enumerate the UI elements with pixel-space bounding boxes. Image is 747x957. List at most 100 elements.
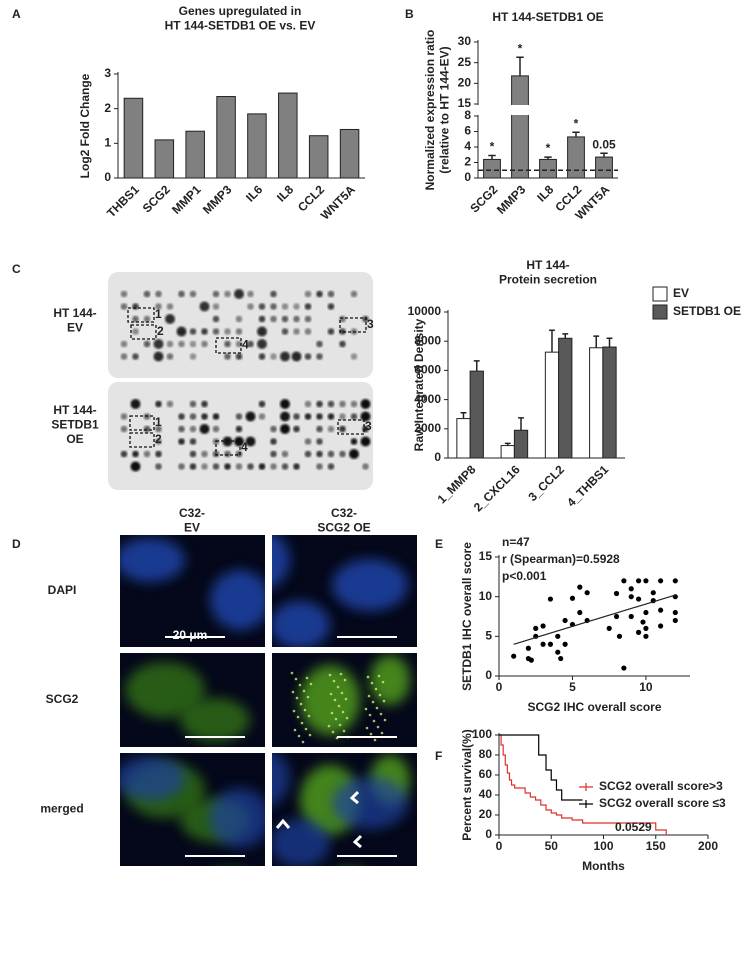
blot-row-label: HT 144-EV	[53, 306, 96, 334]
bar	[185, 130, 205, 179]
y-tick-label: 6000	[414, 363, 441, 377]
blot-spot	[189, 328, 197, 335]
blot-spot	[258, 463, 266, 470]
micrograph	[272, 535, 417, 647]
x-tick-label: 150	[646, 839, 666, 853]
granule	[309, 682, 313, 686]
point	[643, 633, 649, 639]
blot-spot	[155, 450, 162, 458]
point	[635, 578, 642, 584]
error-bar	[504, 442, 511, 446]
blot-spot	[280, 351, 290, 362]
blot-spot	[201, 463, 208, 470]
spot-label: 3	[365, 419, 372, 433]
bar	[278, 92, 298, 179]
blot-spot	[316, 463, 323, 470]
blot-spot	[350, 400, 358, 408]
error-bar	[600, 152, 608, 158]
granule	[302, 689, 306, 693]
point	[658, 578, 664, 584]
granule	[301, 740, 305, 744]
granule	[294, 677, 298, 681]
survival-line	[499, 734, 667, 835]
blot-spot	[224, 463, 231, 470]
blot-spot	[327, 290, 335, 298]
y-tick-label: 0	[104, 170, 111, 184]
blot-spot	[360, 436, 371, 447]
y-axis-label: SETDB1 IHC overall score	[460, 542, 474, 691]
blot-row-label: HT 144-SETDB1 OE	[51, 403, 99, 446]
point	[621, 578, 627, 584]
blot-spot	[280, 399, 290, 409]
annotation: r (Spearman)=0.5928	[502, 552, 620, 566]
blot-spot	[316, 425, 323, 433]
granule	[338, 723, 342, 727]
blot-spot	[270, 315, 277, 323]
blot-spot	[189, 353, 197, 360]
blot-spot	[166, 353, 174, 360]
bar	[469, 370, 484, 459]
blot-spot	[258, 315, 266, 323]
nucleus	[272, 819, 330, 866]
blot-spot	[143, 450, 151, 458]
blot-spot	[132, 303, 139, 310]
blot-spot	[327, 303, 335, 310]
blot-spot	[132, 450, 139, 458]
point	[628, 586, 634, 592]
y-tick-label: 2000	[414, 421, 441, 435]
error-bar	[460, 411, 467, 419]
micro-column-label: C32-SCG2 OE	[317, 506, 370, 534]
annotation: p<0.001	[502, 569, 547, 583]
blot-spot	[143, 315, 151, 323]
x-tick-label: WNT5A	[318, 182, 358, 222]
blot-spot	[212, 463, 220, 470]
legend-swatch	[652, 286, 668, 302]
granule	[303, 708, 307, 712]
point	[547, 641, 554, 647]
y-tick-label: 0	[485, 827, 492, 841]
nucleus	[210, 788, 265, 848]
granule	[367, 694, 371, 698]
x-tick-label: 10	[639, 680, 653, 694]
chart-title: HT 144-SETDB1 OE	[492, 10, 603, 24]
blot-spot	[166, 340, 174, 348]
blot-spot	[155, 463, 162, 470]
spot-box	[130, 324, 157, 340]
blot-spot	[304, 450, 312, 458]
blot-spot	[143, 340, 151, 348]
blot-spot	[316, 400, 323, 408]
blot-spot	[189, 425, 197, 433]
y-axis-label: Raw Integrated Density	[412, 318, 426, 451]
blot-spot	[360, 399, 371, 409]
nucleus	[272, 601, 330, 647]
blot-spot	[155, 438, 162, 445]
blot-spot	[201, 328, 208, 335]
blot-spot	[316, 290, 323, 298]
micrograph	[120, 753, 265, 866]
bar	[500, 445, 515, 459]
blot-spot	[281, 303, 289, 310]
blot-spot	[235, 328, 243, 335]
blot-spot	[132, 328, 139, 335]
blot-spot	[339, 328, 346, 335]
x-tick-label: IL8	[534, 182, 556, 204]
blot-spot	[270, 438, 277, 445]
granule	[372, 719, 376, 723]
point	[635, 629, 642, 635]
bar	[544, 351, 560, 459]
blot-spot	[257, 339, 267, 349]
spot-box	[337, 419, 365, 435]
y-tick-label: 10	[479, 589, 493, 603]
blot-spot	[339, 400, 346, 408]
micrograph	[120, 653, 265, 747]
point	[555, 633, 561, 639]
granule	[304, 727, 308, 731]
blot-spot	[245, 411, 256, 422]
blot-spot	[280, 411, 290, 422]
nucleus	[120, 756, 185, 800]
spot-box	[215, 440, 241, 456]
blot-spot	[120, 290, 128, 298]
blot-spot	[212, 315, 220, 323]
bar	[602, 346, 617, 459]
blot-spot	[258, 303, 266, 310]
